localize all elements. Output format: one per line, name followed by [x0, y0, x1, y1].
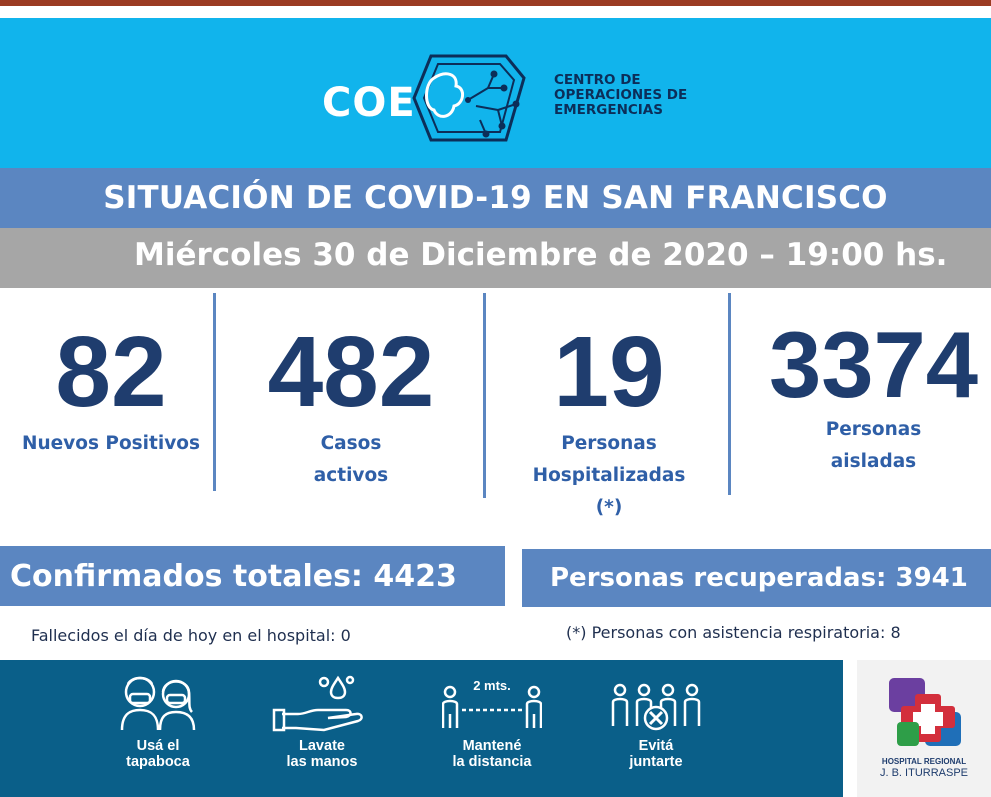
- logo-text-line3: EMERGENCIAS: [554, 102, 663, 118]
- stat-label: Hospitalizadas: [532, 465, 686, 486]
- recovered-total-box: Personas recuperadas: 3941: [522, 549, 991, 607]
- stat-value: 19: [553, 316, 665, 428]
- hospital-cross-icon: [889, 678, 961, 746]
- tip-label-line1: Evitá: [638, 738, 674, 754]
- title-band: SITUACIÓN DE COVID-19 EN SAN FRANCISCO: [0, 168, 991, 228]
- respiratory-note: (*) Personas con asistencia respiratoria…: [566, 623, 901, 642]
- hospital-name-line1: HOSPITAL REGIONAL: [881, 757, 967, 766]
- recovered-total: Personas recuperadas: 3941: [550, 563, 968, 593]
- tip-label-line1: Usá el: [136, 738, 180, 754]
- stat-label: activos: [313, 465, 389, 486]
- tip-label: Evitá juntarte: [586, 738, 726, 770]
- stat-divider: [213, 293, 216, 491]
- network-emblem-icon: [412, 54, 526, 142]
- no-gathering-icon: [611, 683, 701, 731]
- date-band: Miércoles 30 de Diciembre de 2020 – 19:0…: [0, 228, 991, 288]
- stat-isolated: 3374 Personas aisladas: [756, 318, 991, 478]
- confirmed-total: Confirmados totales: 4423: [10, 558, 457, 594]
- confirmed-total-box: Confirmados totales: 4423: [0, 546, 505, 606]
- prevention-footer: Usá el tapaboca Lavate las manos: [0, 660, 843, 797]
- stat-label: (*): [595, 497, 623, 518]
- stat-new-positives: 82 Nuevos Positivos: [8, 322, 214, 460]
- tip-label-line2: la distancia: [452, 754, 532, 770]
- tip-label: Lavate las manos: [252, 738, 392, 770]
- tip-label-line1: Mantené: [462, 738, 522, 754]
- top-border-rule: [0, 0, 991, 6]
- face-mask-icon: [120, 676, 196, 731]
- deceased-note: Fallecidos el día de hoy en el hospital:…: [31, 626, 351, 645]
- stat-divider: [483, 293, 486, 498]
- logo-text-line2: OPERACIONES DE: [554, 87, 688, 103]
- logo-text: CENTRO DE OPERACIONES DE EMERGENCIAS: [554, 73, 687, 118]
- tip-label-line2: juntarte: [629, 754, 683, 770]
- tip-mask: Usá el tapaboca: [88, 660, 228, 797]
- stat-label: Personas: [825, 419, 922, 440]
- stat-label: Nuevos Positivos: [21, 433, 200, 454]
- header-banner: COE CENTRO DE: [0, 18, 991, 168]
- report-date: Miércoles 30 de Diciembre de 2020 – 19:0…: [134, 237, 948, 273]
- stat-value: 482: [267, 316, 435, 428]
- coe-logo: COE CENTRO DE: [322, 48, 742, 148]
- stat-label: Casos: [320, 433, 382, 454]
- stat-divider: [728, 293, 731, 495]
- page-title: SITUACIÓN DE COVID-19 EN SAN FRANCISCO: [103, 180, 888, 216]
- tip-label-line1: Lavate: [299, 738, 345, 754]
- stat-value: 3374: [768, 312, 979, 417]
- logo-acronym: COE: [322, 80, 416, 126]
- logo-text-line1: CENTRO DE: [554, 72, 641, 88]
- tip-hand-wash: Lavate las manos: [252, 660, 392, 797]
- tip-distance: 2 mts. Mantené la distancia: [422, 660, 562, 797]
- hand-wash-icon: [272, 675, 363, 732]
- stat-hospitalized: 19 Personas Hospitalizadas (*): [510, 322, 708, 524]
- distance-badge: 2 mts.: [473, 678, 511, 693]
- tip-no-gathering: Evitá juntarte: [586, 660, 726, 797]
- stat-label: aisladas: [830, 451, 917, 472]
- stat-value: 82: [55, 316, 167, 428]
- tip-label-line2: tapaboca: [126, 754, 190, 770]
- tip-label: Mantené la distancia: [422, 738, 562, 770]
- social-distance-icon: 2 mts.: [442, 678, 542, 728]
- tip-label-line2: las manos: [286, 754, 358, 770]
- stat-active-cases: 482 Casos activos: [232, 322, 470, 492]
- hospital-logo: HOSPITAL REGIONAL J. B. ITURRASPE: [857, 660, 991, 797]
- hospital-name-line2: J. B. ITURRASPE: [879, 767, 969, 779]
- tip-label: Usá el tapaboca: [88, 738, 228, 770]
- stat-label: Personas: [561, 433, 657, 454]
